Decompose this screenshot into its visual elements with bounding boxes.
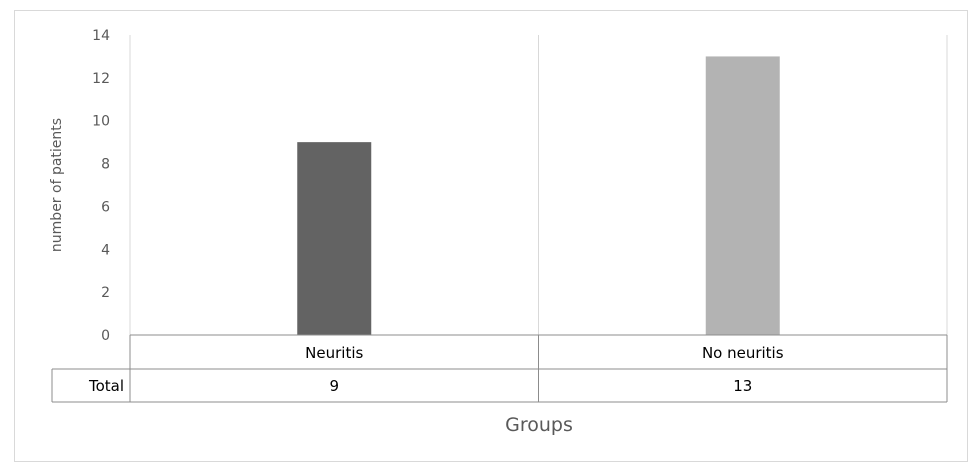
y-tick-label: 14 xyxy=(92,28,110,44)
data-table: Neuritis No neuritis Total 9 13 xyxy=(51,334,948,403)
bar-no-neuritis xyxy=(705,56,780,336)
table-value: 9 xyxy=(329,377,339,395)
y-tick-label: 0 xyxy=(101,328,110,344)
table-row-label: Total xyxy=(88,377,124,395)
category-label: No neuritis xyxy=(702,344,784,362)
y-tick-label: 6 xyxy=(101,199,110,215)
y-tick-label: 2 xyxy=(101,285,110,301)
y-axis-label: number of patients xyxy=(49,118,65,252)
y-tick-label: 4 xyxy=(101,242,110,258)
table-value: 13 xyxy=(733,377,752,395)
y-axis-ticks: 0 2 4 6 8 10 12 14 xyxy=(92,28,110,344)
bars xyxy=(297,56,780,336)
category-label: Neuritis xyxy=(305,344,363,362)
y-tick-label: 8 xyxy=(101,157,110,173)
x-axis-label: Groups xyxy=(505,414,573,436)
y-tick-label: 12 xyxy=(92,71,110,87)
chart-frame xyxy=(14,10,968,462)
y-tick-label: 10 xyxy=(92,114,110,130)
grid-lines xyxy=(129,35,948,335)
bar-neuritis xyxy=(297,142,372,335)
